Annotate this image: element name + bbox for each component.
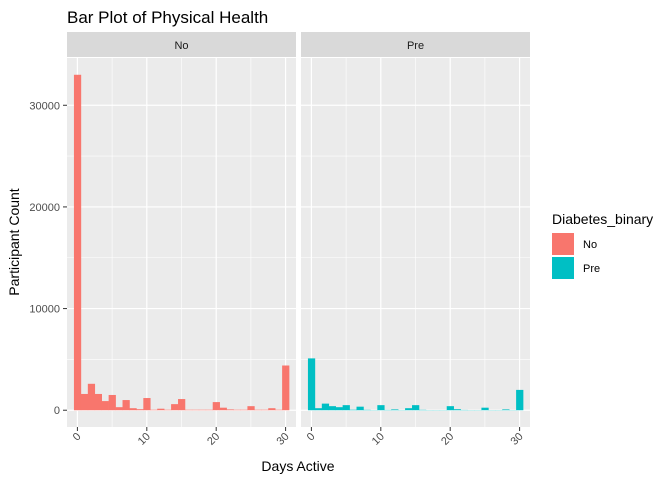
minor-grid	[67, 58, 296, 427]
bar	[247, 406, 255, 411]
legend-title: Diabetes_binary	[552, 211, 653, 227]
bar	[178, 399, 186, 411]
bar	[412, 405, 420, 411]
bar	[307, 358, 316, 411]
legend: Diabetes_binary No Pre	[552, 211, 653, 279]
bar	[87, 383, 96, 411]
chart-title: Bar Plot of Physical Health	[67, 8, 268, 27]
legend-label: No	[583, 239, 597, 251]
bar	[108, 394, 116, 411]
bar	[219, 407, 227, 411]
bar	[481, 407, 489, 411]
bar	[314, 408, 323, 411]
bar	[212, 402, 220, 411]
bar	[356, 406, 364, 411]
bar	[261, 409, 269, 411]
x-axis-title: Days Active	[261, 458, 334, 474]
bar	[73, 74, 82, 411]
x-tick-label: 0	[71, 431, 84, 444]
strip-label-pre: Pre	[407, 40, 424, 52]
minor-grid	[301, 58, 530, 427]
bar	[184, 409, 193, 411]
bar	[405, 408, 413, 411]
bar	[342, 405, 350, 411]
bar	[122, 400, 130, 411]
bar	[198, 409, 207, 411]
bar	[335, 407, 343, 411]
bar	[502, 409, 510, 411]
bar	[191, 409, 200, 411]
bar	[143, 398, 151, 411]
bar	[150, 409, 158, 411]
strip-background	[301, 32, 530, 57]
y-tick-label: 10000	[29, 304, 60, 316]
legend-label: Pre	[583, 263, 600, 275]
bar	[164, 409, 172, 411]
bar	[282, 365, 290, 411]
x-tick-label: 30	[275, 431, 292, 448]
x-axis: 0 10 20 30 0 10 20 30	[71, 427, 526, 448]
strip-label-no: No	[174, 40, 188, 52]
bar	[391, 409, 399, 411]
y-axis-title: Participant Count	[6, 188, 22, 296]
bars-pre	[307, 358, 524, 411]
x-tick-label: 10	[370, 431, 387, 448]
panel-pre: Pre	[301, 32, 530, 427]
bar	[321, 403, 330, 411]
bar	[101, 401, 109, 411]
bar	[446, 406, 454, 411]
bar	[268, 408, 276, 411]
y-axis: 0 10000 20000 30000	[29, 100, 67, 417]
x-tick-label: 0	[305, 431, 318, 444]
bar	[115, 407, 123, 411]
bar	[240, 409, 248, 411]
bar	[157, 408, 165, 411]
strip-background	[67, 32, 296, 57]
bar	[136, 409, 144, 411]
x-tick-label: 20	[205, 431, 222, 448]
y-tick-label: 30000	[29, 100, 60, 112]
bar	[453, 409, 461, 411]
y-tick-label: 20000	[29, 202, 60, 214]
bar	[80, 393, 89, 411]
x-tick-label: 30	[509, 431, 526, 448]
x-tick-label: 10	[136, 431, 153, 448]
x-tick-label: 20	[439, 431, 456, 448]
bar	[94, 393, 102, 411]
panel-no: No	[67, 32, 296, 427]
bar	[233, 409, 241, 411]
bar	[328, 406, 336, 411]
legend-key	[552, 257, 574, 279]
legend-key	[552, 233, 574, 255]
bar	[205, 409, 214, 411]
y-tick-label: 0	[54, 405, 60, 417]
bar	[254, 409, 262, 411]
bar	[226, 409, 234, 411]
bar	[516, 389, 524, 411]
bar	[171, 404, 179, 411]
bars-no	[73, 74, 290, 411]
major-grid	[301, 58, 530, 427]
bar	[275, 409, 283, 411]
bar	[129, 408, 137, 411]
bar	[349, 409, 357, 411]
bar	[377, 405, 385, 411]
